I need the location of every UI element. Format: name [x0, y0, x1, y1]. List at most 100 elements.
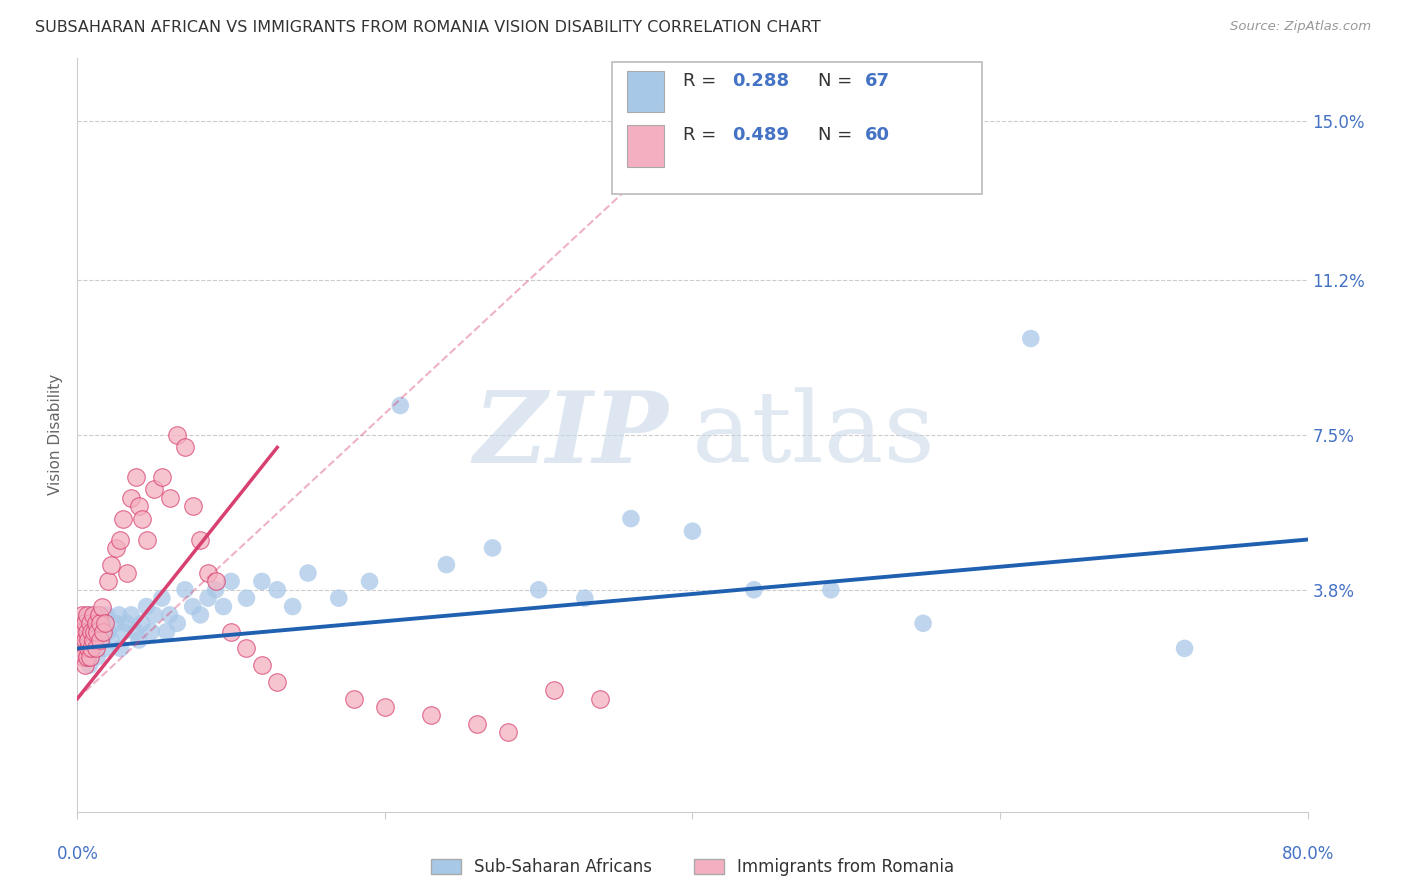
Point — [79, 624, 101, 639]
Point — [86, 624, 108, 639]
Point — [420, 708, 443, 723]
Text: R =: R = — [683, 127, 721, 145]
Text: N =: N = — [818, 127, 858, 145]
Point — [188, 607, 212, 622]
Point — [110, 641, 132, 656]
Point — [80, 616, 103, 631]
Point — [820, 582, 842, 597]
Point — [70, 607, 93, 622]
Point — [620, 511, 643, 525]
Point — [87, 607, 110, 622]
Point — [73, 624, 96, 639]
Point — [212, 599, 235, 614]
FancyBboxPatch shape — [613, 62, 981, 194]
Point — [90, 633, 114, 648]
Point — [266, 674, 288, 689]
Point — [77, 633, 100, 648]
Point — [188, 533, 212, 547]
Point — [481, 541, 503, 555]
Text: ZIP: ZIP — [472, 386, 668, 483]
Point — [72, 624, 94, 639]
Point — [120, 491, 142, 505]
Text: N =: N = — [818, 72, 858, 90]
Point — [80, 641, 103, 656]
Point — [84, 616, 107, 631]
Point — [97, 624, 120, 639]
Point — [79, 658, 101, 673]
Point — [96, 607, 118, 622]
Point — [181, 499, 204, 513]
Point — [100, 633, 122, 648]
Point — [135, 533, 157, 547]
Point — [84, 624, 107, 639]
Point — [70, 641, 93, 656]
Point — [143, 483, 166, 497]
Point — [73, 658, 96, 673]
Point — [72, 633, 94, 648]
Point — [89, 616, 111, 631]
Point — [128, 633, 150, 648]
Point — [150, 469, 173, 483]
Point — [235, 591, 257, 606]
Point — [436, 558, 458, 572]
Point — [912, 616, 935, 631]
Point — [204, 574, 226, 589]
Point — [100, 558, 122, 572]
Point — [112, 624, 135, 639]
Point — [150, 591, 173, 606]
Point — [159, 607, 181, 622]
Point — [87, 616, 110, 631]
Point — [159, 491, 181, 505]
Point — [83, 624, 105, 639]
Point — [83, 607, 105, 622]
Point — [141, 624, 163, 639]
Point — [174, 441, 197, 455]
Point — [97, 574, 120, 589]
Point — [77, 641, 100, 656]
Point — [166, 616, 188, 631]
Bar — [627, 125, 664, 167]
Point — [76, 624, 98, 639]
Point — [181, 599, 204, 614]
Point — [128, 499, 150, 513]
Text: 60: 60 — [865, 127, 890, 145]
Point — [86, 649, 108, 664]
Bar — [627, 70, 664, 112]
Point — [131, 616, 153, 631]
Text: SUBSAHARAN AFRICAN VS IMMIGRANTS FROM ROMANIA VISION DISABILITY CORRELATION CHAR: SUBSAHARAN AFRICAN VS IMMIGRANTS FROM RO… — [35, 20, 821, 35]
Point — [166, 428, 188, 442]
Point — [94, 616, 117, 631]
Point — [73, 649, 96, 664]
Point — [115, 616, 138, 631]
Point — [80, 624, 103, 639]
Point — [135, 599, 157, 614]
Text: 0.489: 0.489 — [733, 127, 789, 145]
Point — [76, 641, 98, 656]
Point — [72, 649, 94, 664]
Point — [131, 511, 153, 525]
Point — [1019, 332, 1042, 346]
Point — [82, 633, 104, 648]
Point — [574, 591, 596, 606]
Text: 0.288: 0.288 — [733, 72, 789, 90]
Y-axis label: Vision Disability: Vision Disability — [48, 375, 63, 495]
Point — [389, 399, 412, 413]
Point — [77, 633, 100, 648]
Point — [112, 511, 135, 525]
Point — [219, 624, 242, 639]
Point — [93, 624, 115, 639]
Point — [80, 641, 103, 656]
Point — [204, 582, 226, 597]
Text: 80.0%: 80.0% — [1281, 846, 1334, 863]
Point — [174, 582, 197, 597]
Point — [73, 616, 96, 631]
Point — [297, 566, 319, 580]
Point — [108, 607, 131, 622]
Point — [496, 725, 519, 739]
Point — [82, 633, 104, 648]
Point — [235, 641, 257, 656]
Point — [328, 591, 350, 606]
Point — [94, 641, 117, 656]
Point — [104, 541, 127, 555]
Point — [76, 616, 98, 631]
